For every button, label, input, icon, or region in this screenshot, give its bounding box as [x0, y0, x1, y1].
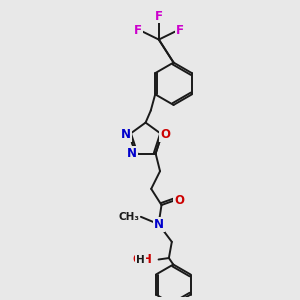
Text: O: O	[174, 194, 184, 207]
Text: N: N	[154, 218, 164, 231]
Text: F: F	[134, 24, 142, 37]
Text: H: H	[136, 255, 145, 265]
Text: N: N	[127, 147, 137, 160]
Text: F: F	[176, 24, 183, 37]
Text: O: O	[160, 128, 170, 141]
Text: OH: OH	[133, 253, 153, 266]
Text: CH₃: CH₃	[118, 212, 140, 222]
Text: F: F	[155, 10, 163, 22]
Text: N: N	[121, 128, 131, 141]
